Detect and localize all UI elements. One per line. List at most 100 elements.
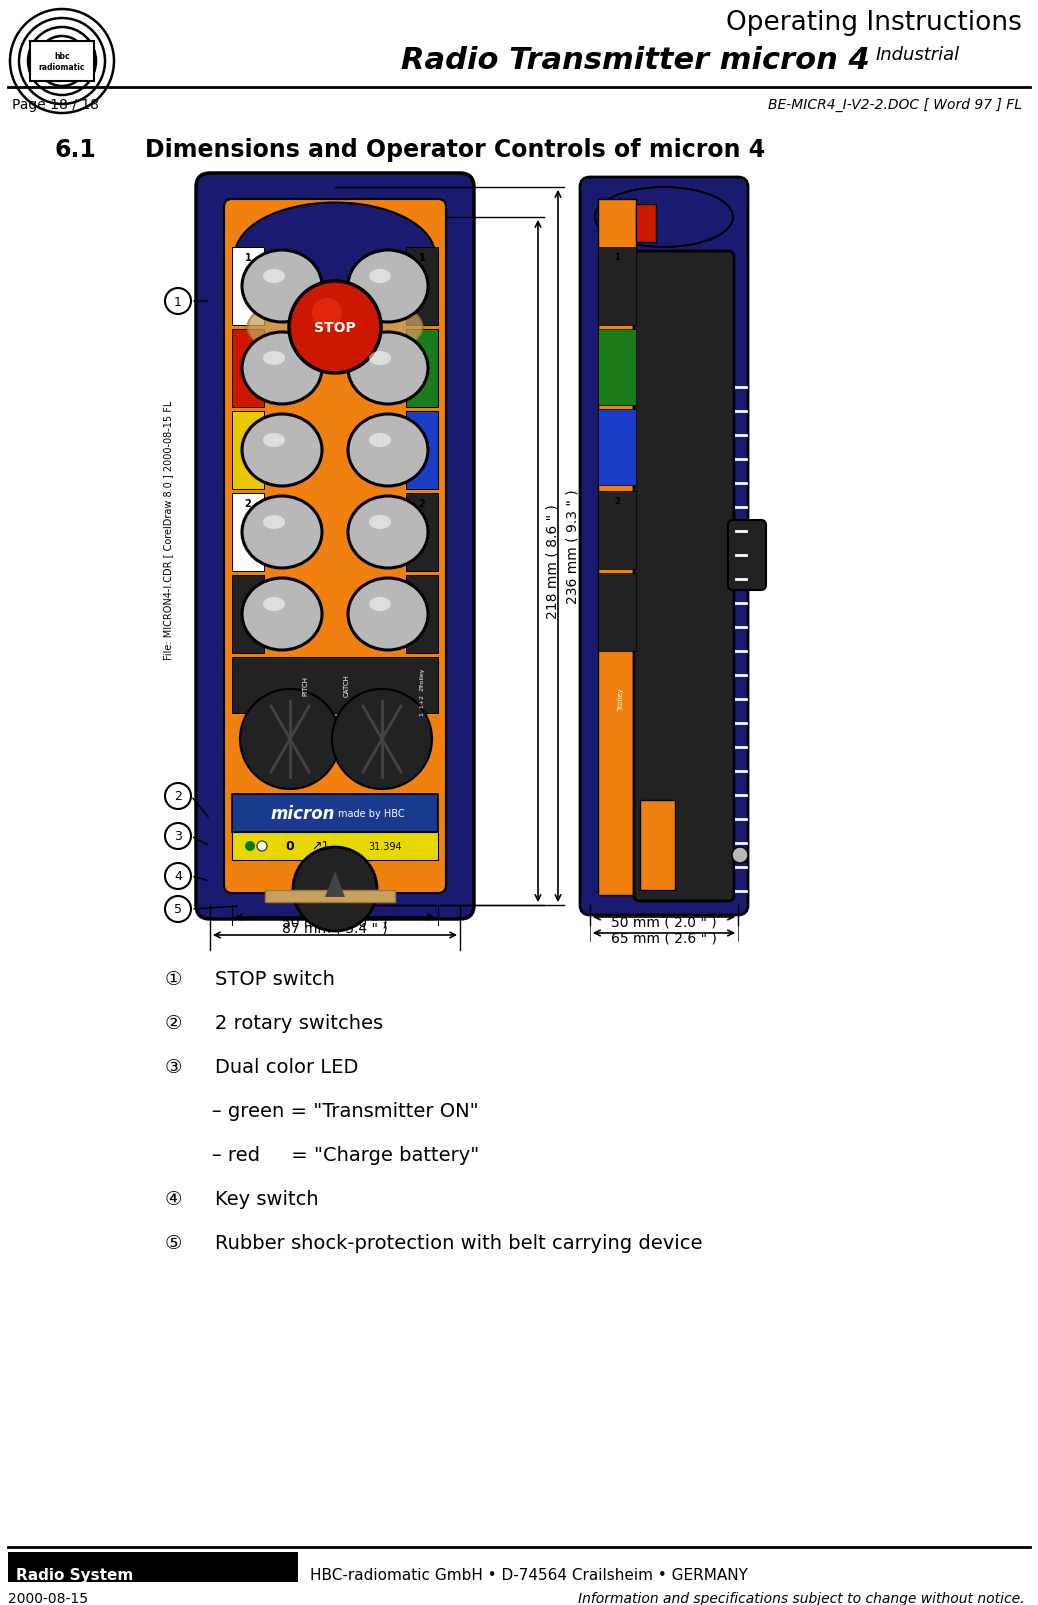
Text: 87 mm ( 3.4 " ): 87 mm ( 3.4 " ): [282, 921, 388, 936]
Ellipse shape: [242, 332, 322, 404]
Text: 2000-08-15: 2000-08-15: [8, 1591, 88, 1605]
Circle shape: [165, 823, 191, 849]
Circle shape: [332, 690, 432, 790]
Bar: [233, 412, 264, 490]
FancyBboxPatch shape: [224, 201, 446, 894]
Ellipse shape: [263, 270, 285, 284]
Ellipse shape: [242, 414, 322, 486]
Text: ③: ③: [165, 1058, 183, 1077]
Text: hbc
radiomatic: hbc radiomatic: [38, 51, 85, 72]
Text: Trolley: Trolley: [419, 668, 425, 689]
Text: 0: 0: [285, 839, 295, 852]
Text: 2: 2: [418, 499, 426, 509]
Bar: [265, 891, 395, 902]
Ellipse shape: [235, 204, 435, 308]
Bar: [233, 576, 264, 653]
Bar: [30, 42, 94, 82]
Text: STOP switch: STOP switch: [215, 969, 335, 989]
Text: – red     = "Charge battery": – red = "Charge battery": [193, 1146, 480, 1164]
Circle shape: [165, 897, 191, 923]
Circle shape: [165, 783, 191, 809]
Bar: [233, 833, 438, 860]
Text: Dual color LED: Dual color LED: [215, 1058, 358, 1077]
Circle shape: [732, 847, 748, 863]
Ellipse shape: [368, 515, 391, 530]
FancyBboxPatch shape: [634, 252, 734, 902]
Text: Radio System: Radio System: [16, 1566, 133, 1583]
Ellipse shape: [348, 496, 428, 568]
Text: ④: ④: [165, 1189, 183, 1209]
Text: Page 18 / 18: Page 18 / 18: [12, 98, 99, 112]
Ellipse shape: [348, 414, 428, 486]
Ellipse shape: [263, 351, 285, 366]
Ellipse shape: [368, 351, 391, 366]
Ellipse shape: [368, 270, 391, 284]
Bar: [598, 329, 636, 406]
Text: 1: 1: [418, 254, 426, 263]
Bar: [406, 329, 438, 408]
Text: 1: 1: [245, 254, 251, 263]
Text: ①: ①: [165, 969, 183, 989]
Bar: [598, 573, 636, 652]
Ellipse shape: [242, 250, 322, 323]
Bar: [406, 412, 438, 490]
Text: CATCH: CATCH: [344, 674, 350, 697]
Bar: [640, 801, 675, 891]
Text: 50 mm ( 2.0 " ): 50 mm ( 2.0 " ): [611, 915, 717, 929]
Text: Trolley: Trolley: [618, 689, 624, 711]
Text: 3: 3: [174, 830, 182, 843]
Text: 2: 2: [174, 790, 182, 802]
Circle shape: [165, 863, 191, 889]
Bar: [598, 247, 636, 326]
Ellipse shape: [242, 496, 322, 568]
Text: 5: 5: [174, 904, 182, 916]
Text: HBC-radiomatic GmbH • D-74564 Crailsheim • GERMANY: HBC-radiomatic GmbH • D-74564 Crailsheim…: [310, 1566, 747, 1583]
Ellipse shape: [263, 433, 285, 448]
Ellipse shape: [348, 332, 428, 404]
Ellipse shape: [348, 579, 428, 650]
Text: 236 mm ( 9.3 " ): 236 mm ( 9.3 " ): [566, 490, 580, 603]
Text: BE-MICR4_I-V2-2.DOC [ Word 97 ] FL: BE-MICR4_I-V2-2.DOC [ Word 97 ] FL: [768, 98, 1022, 112]
Bar: [233, 658, 438, 714]
Bar: [233, 247, 264, 326]
Circle shape: [289, 282, 381, 374]
Ellipse shape: [595, 188, 733, 247]
Text: 6.1: 6.1: [55, 138, 97, 162]
Text: 65 mm ( 2.6 " ): 65 mm ( 2.6 " ): [611, 931, 717, 945]
Text: 31.394: 31.394: [368, 841, 402, 852]
Bar: [233, 329, 264, 408]
Bar: [598, 201, 636, 896]
Text: ↗1: ↗1: [310, 839, 329, 852]
Text: 4: 4: [174, 870, 182, 883]
Text: Key switch: Key switch: [215, 1189, 319, 1209]
Bar: [636, 205, 656, 242]
Text: 50 mm ( 2.0 " ): 50 mm ( 2.0 " ): [282, 915, 388, 929]
Circle shape: [312, 299, 342, 329]
Text: 1: 1: [614, 254, 620, 262]
Text: 218 mm ( 8.6 " ): 218 mm ( 8.6 " ): [546, 504, 559, 620]
Text: File: MICRON4-I.CDR [ CorelDraw 8.0 ] 2000-08-15 FL: File: MICRON4-I.CDR [ CorelDraw 8.0 ] 20…: [163, 400, 173, 660]
Polygon shape: [325, 872, 345, 897]
Text: 1: 1: [174, 295, 182, 308]
Circle shape: [257, 841, 267, 852]
Text: Industrial: Industrial: [876, 47, 960, 64]
Bar: [406, 247, 438, 326]
Text: Information and specifications subject to change without notice.: Information and specifications subject t…: [578, 1591, 1025, 1605]
Text: Operating Instructions: Operating Instructions: [727, 10, 1022, 35]
Text: Dimensions and Operator Controls of micron 4: Dimensions and Operator Controls of micr…: [145, 138, 765, 162]
Circle shape: [165, 289, 191, 315]
Bar: [406, 494, 438, 571]
Bar: [598, 491, 636, 570]
Text: 1  1+2  2: 1 1+2 2: [419, 687, 425, 716]
Ellipse shape: [263, 597, 285, 612]
FancyBboxPatch shape: [196, 173, 474, 920]
Ellipse shape: [368, 597, 391, 612]
Circle shape: [245, 841, 255, 852]
Ellipse shape: [242, 579, 322, 650]
Ellipse shape: [368, 433, 391, 448]
Circle shape: [240, 690, 340, 790]
Text: – green = "Transmitter ON": – green = "Transmitter ON": [193, 1101, 479, 1120]
Text: 2: 2: [614, 498, 620, 506]
Text: Rubber shock-protection with belt carrying device: Rubber shock-protection with belt carryi…: [215, 1233, 703, 1252]
Bar: [233, 494, 264, 571]
